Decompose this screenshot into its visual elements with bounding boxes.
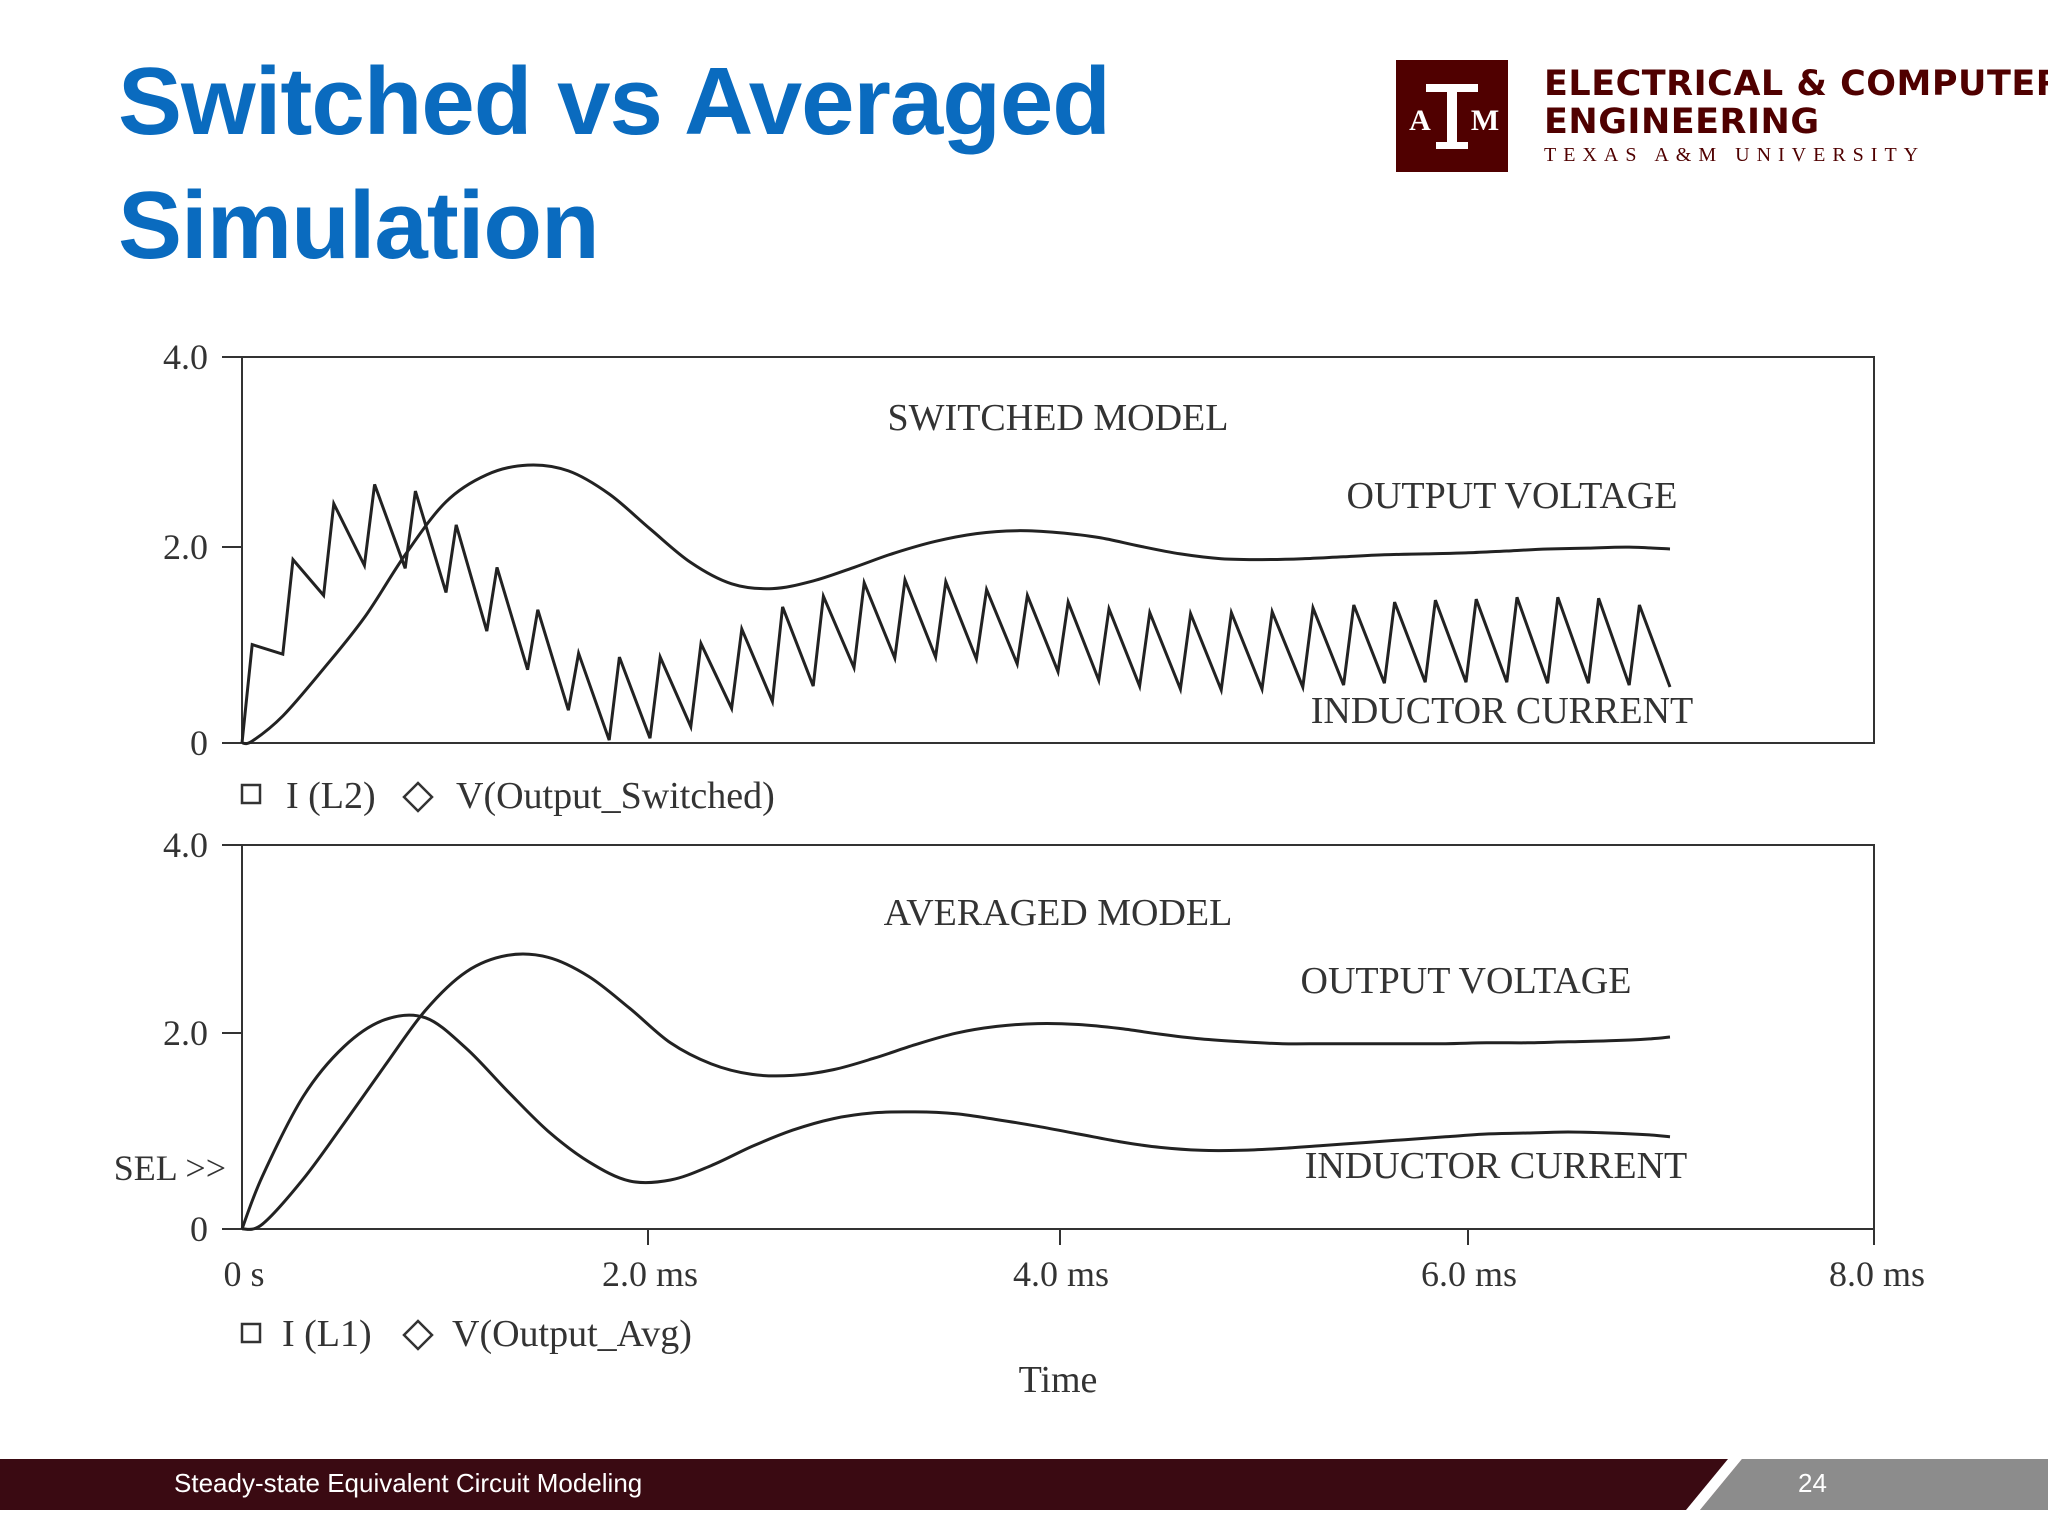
x-tick-label-4ms: 4.0 ms [1013,1254,1109,1294]
averaged-y-tick-label-4: 4.0 [163,825,208,865]
slide-footer-bar [0,1459,2048,1510]
slide-title-line2: Simulation [118,172,600,279]
switched-current-trace [240,483,1672,744]
switched-voltage-trace [241,463,1671,746]
switched-y-tick-label-2: 2.0 [163,527,208,567]
slide-title-line1: Switched vs Averaged [118,48,1111,155]
switched-legend-current: I (L2) [286,775,376,817]
switched-y-tick-label-4: 4.0 [163,337,208,377]
sel-marker-label: SEL >> [114,1148,226,1188]
logo-line-electrical: ELECTRICAL & COMPUTER [1544,64,2048,104]
switched-legend: I (L2) V(Output_Switched) [240,775,775,817]
x-tick-label-8ms: 8.0 ms [1829,1254,1925,1294]
footer-accent-band [1700,1459,2048,1510]
averaged-y-tick-label-0: 0 [190,1209,208,1249]
footer-section-title: Steady-state Equivalent Circuit Modeling [174,1468,643,1498]
averaged-legend: I (L1) V(Output_Avg) [240,1313,692,1355]
switched-current-label: INDUCTOR CURRENT [1311,690,1694,732]
logo-line-university: TEXAS A&M UNIVERSITY [1544,144,1926,166]
x-tick-label-2ms: 2.0 ms [602,1254,698,1294]
page-number: 24 [1798,1468,1827,1498]
x-axis-label: Time [1019,1359,1098,1401]
x-tick-label-6ms: 6.0 ms [1421,1254,1517,1294]
averaged-current-label: INDUCTOR CURRENT [1305,1145,1688,1187]
averaged-legend-voltage: V(Output_Avg) [452,1313,692,1355]
square-legend-icon [240,1322,262,1344]
slide-title: Switched vs Averaged Simulation [118,40,1111,288]
averaged-voltage-trace [241,952,1671,1231]
diamond-legend-icon [402,781,434,813]
switched-chart: 4.0 2.0 0 SWITCHED MODEL OUTPUT VOLTAGE … [163,337,1875,817]
atm-logo-icon: A M [1396,60,1508,172]
averaged-voltage-label: OUTPUT VOLTAGE [1301,960,1632,1002]
square-legend-icon [240,783,262,805]
averaged-chart: 4.0 2.0 0 SEL >> 0 s 2.0 ms 4.0 ms 6.0 m… [114,825,1925,1401]
averaged-legend-current: I (L1) [282,1313,372,1355]
averaged-y-tick-label-2: 2.0 [163,1013,208,1053]
logo-line-engineering: ENGINEERING [1544,102,1820,142]
averaged-plot-frame [241,844,1875,1230]
switched-y-tick-label-0: 0 [190,723,208,763]
x-tick-label-0: 0 s [223,1254,264,1294]
footer-divider-stripe [1686,1459,1742,1510]
diamond-legend-icon [402,1319,434,1351]
averaged-current-trace [240,1013,1671,1230]
svg-text:M: M [1471,104,1499,137]
simulation-figure: 4.0 2.0 0 SWITCHED MODEL OUTPUT VOLTAGE … [114,337,1925,1401]
switched-voltage-label: OUTPUT VOLTAGE [1347,475,1678,517]
switched-chart-title: SWITCHED MODEL [888,397,1229,439]
switched-legend-voltage: V(Output_Switched) [456,775,775,817]
svg-text:A: A [1409,104,1431,137]
switched-plot-frame [241,356,1875,744]
averaged-chart-title: AVERAGED MODEL [884,892,1233,934]
